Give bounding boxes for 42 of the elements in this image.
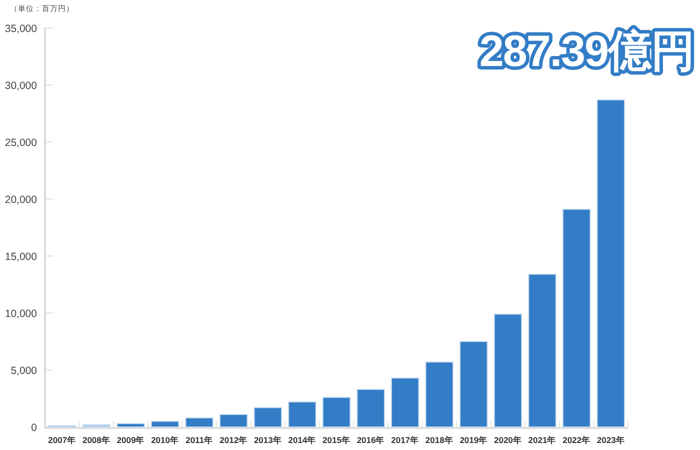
bar [288, 401, 316, 428]
bar [390, 377, 420, 428]
x-tick-label: 2014年 [288, 435, 316, 445]
x-tick-label: 2016年 [356, 435, 385, 445]
bar [425, 362, 454, 428]
bar [322, 396, 351, 428]
x-tick-label: 2023年 [596, 435, 625, 445]
x-tick-label: 2015年 [322, 435, 350, 445]
bar [150, 420, 180, 428]
bar [356, 388, 385, 428]
x-tick-label: 2012年 [220, 435, 248, 445]
bar [562, 208, 591, 428]
y-tick-label: 30,000 [4, 80, 38, 92]
bar [254, 407, 282, 428]
y-tick-label: 5,000 [10, 365, 38, 377]
x-tick-label: 2020年 [494, 435, 522, 445]
x-tick-label: 2022年 [562, 435, 591, 445]
y-tick-label: 20,000 [4, 194, 38, 206]
annotation: 287.39億円 [479, 27, 694, 76]
bar [219, 414, 248, 428]
x-tick-label: 2013年 [254, 435, 282, 445]
x-tick-label: 2021年 [528, 435, 556, 445]
y-tick-label: 35,000 [4, 23, 38, 35]
bar [528, 274, 556, 428]
x-tick-label: 2007年 [48, 435, 76, 445]
x-tick-label: 2009年 [116, 435, 145, 445]
x-tick-label: 2017年 [391, 435, 420, 445]
x-tick-label: 2008年 [82, 435, 110, 445]
bar [185, 417, 214, 428]
x-tick-label: 2018年 [425, 435, 454, 445]
x-tick-label: 2019年 [460, 435, 488, 445]
y-tick-label: 10,000 [4, 308, 38, 320]
y-tick-label: 25,000 [4, 137, 38, 149]
bar [460, 341, 488, 428]
x-tick-label: 2011年 [186, 435, 214, 445]
bar [494, 314, 522, 428]
y-tick-label: 15,000 [4, 251, 38, 263]
bar [82, 424, 111, 428]
bar [596, 99, 625, 428]
x-tick-label: 2010年 [151, 435, 179, 445]
y-tick-label: 0 [31, 422, 38, 434]
bar [116, 423, 145, 428]
